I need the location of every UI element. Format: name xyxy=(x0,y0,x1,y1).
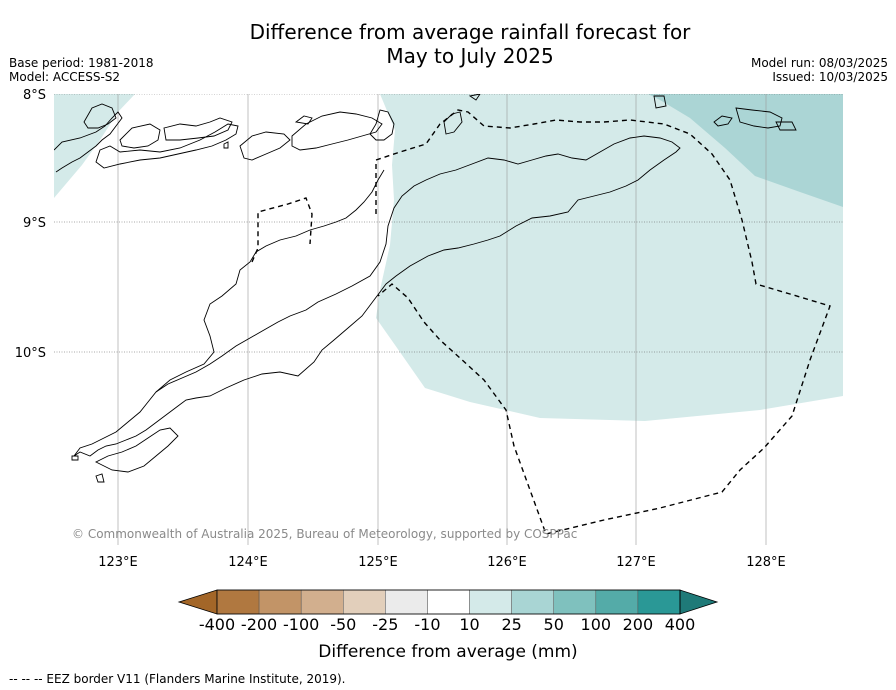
coast-east-island-a xyxy=(735,107,783,129)
colorbar-tick-label: -25 xyxy=(372,615,398,634)
colorbar-swatch xyxy=(595,589,639,615)
base-period: Base period: 1981-2018 xyxy=(9,56,154,70)
colorbar-swatch xyxy=(469,589,512,615)
meta-right: Model run: 08/03/2025 Issued: 10/03/2025 xyxy=(751,56,888,84)
colorbar-swatch xyxy=(258,589,302,615)
colorbar-swatch xyxy=(637,589,681,615)
coast-timor-west xyxy=(94,427,179,473)
colorbar-tick-label: 100 xyxy=(581,615,612,634)
colorbar-tick-labels: -400 -200 -100 -50 -25 -10 10 25 50 100 200 400 xyxy=(199,615,695,634)
grid-lines xyxy=(117,94,767,545)
meta-left: Base period: 1981-2018 Model: ACCESS-S2 xyxy=(9,56,154,84)
coast-island-d xyxy=(163,117,233,141)
colorbar-tick-label: -50 xyxy=(330,615,356,634)
colorbar-tick-label: 50 xyxy=(544,615,564,634)
coast-east-island-c xyxy=(775,121,797,131)
coast-wetar xyxy=(369,109,395,141)
coast-semau xyxy=(95,473,105,483)
coast-island-b xyxy=(119,123,161,149)
lon-label-128e: 128°E xyxy=(746,555,786,570)
title-line-1: Difference from average rainfall forecas… xyxy=(249,20,691,44)
colorbar-swatch xyxy=(427,589,470,615)
colorbar-title: Difference from average (mm) xyxy=(318,642,577,662)
coast-flores-chain xyxy=(54,111,123,173)
coast-island-g xyxy=(294,115,313,125)
lat-label-8s: 8°S xyxy=(23,88,46,103)
map-title: Difference from average rainfall forecas… xyxy=(0,20,896,68)
colorbar-frame xyxy=(216,589,681,615)
colorbar-tick-label: 400 xyxy=(665,615,696,634)
copyright-text: © Commonwealth of Australia 2025, Bureau… xyxy=(72,527,577,541)
colorbar-swatch xyxy=(216,589,260,615)
colorbar-tick-label: -400 xyxy=(199,615,235,634)
colorbar-extend-high xyxy=(679,589,719,615)
eez-border xyxy=(251,109,831,535)
lat-label-10s: 10°S xyxy=(15,346,46,361)
lon-label-127e: 127°E xyxy=(616,555,656,570)
colorbar-tick-label: -10 xyxy=(414,615,440,634)
colorbar-tick-label: -100 xyxy=(283,615,319,634)
coast-east-island-b xyxy=(713,115,733,127)
colorbar-swatch xyxy=(343,589,386,615)
lon-label-123e: 123°E xyxy=(98,555,138,570)
issued-date: Issued: 10/03/2025 xyxy=(772,70,888,84)
colorbar-swatch xyxy=(553,589,597,615)
title-line-2: May to July 2025 xyxy=(386,44,554,68)
colorbar-tick-label: 25 xyxy=(501,615,521,634)
lat-label-9s: 9°S xyxy=(23,216,46,231)
coast-roti xyxy=(71,455,79,461)
coast-island-c xyxy=(95,123,239,169)
eez-footer-note: -- -- -- EEZ border V11 (Flanders Marine… xyxy=(9,672,346,686)
coast-east-island-f xyxy=(468,94,481,101)
coast-island-h xyxy=(223,141,229,149)
colorbar-tick-label: 10 xyxy=(459,615,479,634)
coast-east-island-d xyxy=(653,95,667,109)
region-10-25-northwest xyxy=(54,94,135,198)
colorbar-tick-label: -200 xyxy=(241,615,277,634)
coast-island-e xyxy=(239,131,291,161)
lon-label-125e: 125°E xyxy=(358,555,398,570)
region-10-25-east xyxy=(376,94,843,421)
lon-label-126e: 126°E xyxy=(487,555,527,570)
coast-island-f xyxy=(291,111,383,151)
region-25-50-northeast xyxy=(648,94,843,207)
colorbar-swatch xyxy=(511,589,554,615)
lon-label-124e: 124°E xyxy=(228,555,268,570)
coast-timor xyxy=(73,135,681,457)
colorbar-swatch xyxy=(385,589,428,615)
colorbar-swatch xyxy=(300,589,344,615)
model-name: Model: ACCESS-S2 xyxy=(9,70,121,84)
coast-island-a xyxy=(83,103,117,129)
colorbar-tick-label: 200 xyxy=(623,615,654,634)
lat-grid-lines xyxy=(54,94,843,353)
colorbar-swatches xyxy=(177,589,719,615)
model-run: Model run: 08/03/2025 xyxy=(750,56,888,70)
colorbar-extend-low xyxy=(177,589,218,615)
